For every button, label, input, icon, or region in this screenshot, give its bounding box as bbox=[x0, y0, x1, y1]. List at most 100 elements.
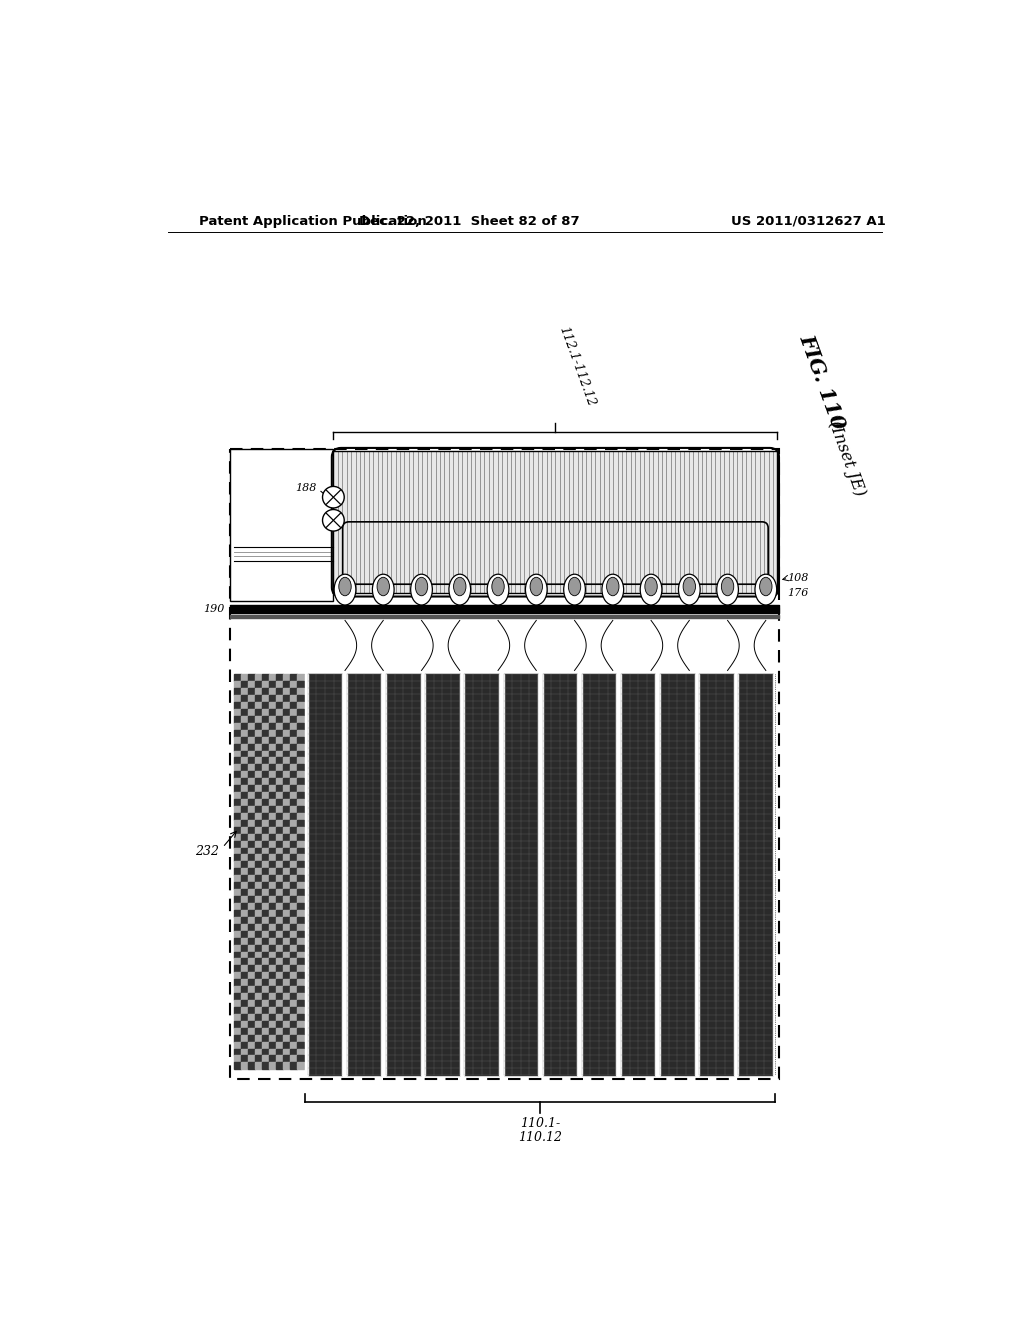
Bar bbox=[297, 696, 304, 702]
Bar bbox=[248, 1014, 255, 1020]
Bar bbox=[269, 813, 276, 820]
Bar bbox=[248, 675, 255, 681]
Bar bbox=[283, 869, 290, 875]
Bar bbox=[283, 841, 290, 847]
Bar bbox=[290, 903, 297, 909]
Bar bbox=[234, 847, 241, 854]
Ellipse shape bbox=[568, 577, 581, 595]
Bar bbox=[290, 709, 297, 715]
Bar bbox=[297, 937, 304, 945]
Bar bbox=[334, 451, 777, 594]
Bar bbox=[283, 715, 290, 723]
Bar bbox=[283, 937, 290, 945]
Bar bbox=[290, 792, 297, 799]
Bar bbox=[255, 862, 262, 869]
Bar bbox=[255, 696, 262, 702]
Bar bbox=[262, 751, 269, 758]
Bar bbox=[248, 807, 255, 813]
Bar bbox=[290, 715, 297, 723]
Bar bbox=[283, 854, 290, 862]
Bar bbox=[269, 958, 276, 965]
Bar bbox=[241, 1056, 248, 1063]
Bar bbox=[234, 875, 241, 882]
Bar bbox=[255, 903, 262, 909]
Bar bbox=[283, 1041, 290, 1048]
Bar bbox=[297, 882, 304, 890]
Bar bbox=[297, 1007, 304, 1014]
Bar bbox=[290, 1035, 297, 1041]
Bar bbox=[262, 986, 269, 993]
Bar bbox=[501, 675, 504, 1074]
Bar bbox=[283, 785, 290, 792]
Bar bbox=[269, 1048, 276, 1056]
Bar bbox=[276, 730, 283, 737]
Bar bbox=[283, 862, 290, 869]
Bar bbox=[248, 715, 255, 723]
Bar bbox=[241, 681, 248, 688]
Bar bbox=[255, 1007, 262, 1014]
Bar bbox=[262, 1035, 269, 1041]
Bar bbox=[297, 965, 304, 973]
Bar bbox=[276, 847, 283, 854]
Bar bbox=[248, 681, 255, 688]
Bar bbox=[241, 709, 248, 715]
Bar bbox=[290, 764, 297, 771]
Bar bbox=[241, 924, 248, 931]
Bar bbox=[342, 675, 345, 1074]
Bar bbox=[255, 979, 262, 986]
Bar bbox=[248, 903, 255, 909]
Bar bbox=[269, 743, 276, 751]
Bar bbox=[241, 1001, 248, 1007]
Bar bbox=[255, 1048, 262, 1056]
Bar bbox=[290, 1001, 297, 1007]
Bar bbox=[234, 952, 241, 958]
Bar bbox=[255, 730, 262, 737]
Bar bbox=[283, 973, 290, 979]
Bar bbox=[276, 696, 283, 702]
Ellipse shape bbox=[411, 574, 432, 605]
Bar bbox=[283, 1014, 290, 1020]
Bar bbox=[297, 785, 304, 792]
Bar bbox=[283, 826, 290, 834]
Bar bbox=[290, 1014, 297, 1020]
Bar bbox=[248, 696, 255, 702]
Bar bbox=[290, 820, 297, 826]
Ellipse shape bbox=[683, 577, 695, 595]
Bar bbox=[305, 675, 308, 1074]
Bar bbox=[290, 945, 297, 952]
Bar bbox=[248, 931, 255, 937]
Bar bbox=[248, 979, 255, 986]
Bar bbox=[262, 1028, 269, 1035]
Bar bbox=[241, 965, 248, 973]
Bar bbox=[241, 993, 248, 1001]
Bar bbox=[248, 1007, 255, 1014]
Bar bbox=[283, 799, 290, 807]
Bar bbox=[283, 993, 290, 1001]
Bar bbox=[297, 973, 304, 979]
Bar bbox=[262, 807, 269, 813]
Bar bbox=[733, 675, 736, 1074]
Bar bbox=[269, 979, 276, 986]
Bar bbox=[269, 924, 276, 931]
Bar bbox=[255, 854, 262, 862]
Bar bbox=[297, 764, 304, 771]
Bar bbox=[283, 924, 290, 931]
Bar bbox=[248, 1041, 255, 1048]
Bar bbox=[290, 924, 297, 931]
Bar bbox=[297, 993, 304, 1001]
Bar bbox=[276, 1020, 283, 1028]
Bar bbox=[269, 847, 276, 854]
Bar bbox=[241, 958, 248, 965]
Text: (Inset JE): (Inset JE) bbox=[824, 418, 867, 499]
Bar bbox=[234, 945, 241, 952]
Ellipse shape bbox=[606, 577, 618, 595]
Bar bbox=[241, 715, 248, 723]
Bar bbox=[241, 841, 248, 847]
Bar bbox=[262, 715, 269, 723]
Bar bbox=[269, 758, 276, 764]
Bar bbox=[297, 1063, 304, 1069]
Bar bbox=[234, 986, 241, 993]
Bar bbox=[269, 854, 276, 862]
Ellipse shape bbox=[645, 577, 657, 595]
Bar bbox=[255, 826, 262, 834]
